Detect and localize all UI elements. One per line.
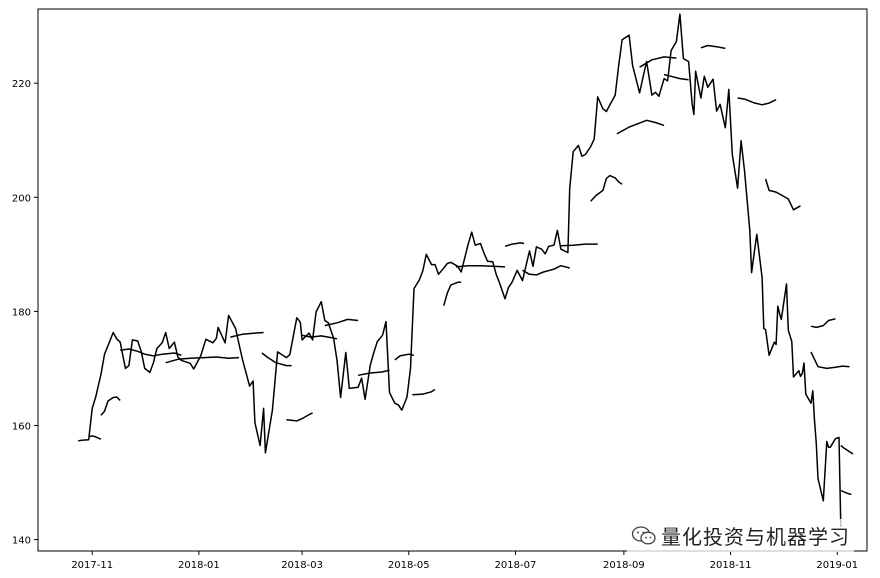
y-axis: 140 160 180 200 220 bbox=[12, 79, 38, 547]
x-tick-label: 2018-09 bbox=[603, 560, 645, 571]
chart-series-group bbox=[78, 13, 854, 528]
sub-segment-line bbox=[522, 264, 570, 276]
sub-segment-line bbox=[455, 264, 506, 268]
sub-segment-line bbox=[88, 435, 102, 440]
y-tick-label: 220 bbox=[12, 79, 31, 90]
sub-segment-line bbox=[810, 351, 850, 370]
sub-segment-line bbox=[412, 388, 436, 396]
watermark: 量化投资与机器学习 bbox=[627, 519, 854, 552]
wechat-icon bbox=[631, 525, 656, 544]
x-tick-label: 2018-07 bbox=[495, 560, 537, 571]
sub-segment-line bbox=[663, 73, 689, 81]
sub-segment-line bbox=[737, 97, 777, 106]
sub-segment-line bbox=[286, 412, 313, 422]
sub-segment-line bbox=[301, 334, 338, 340]
x-tick-label: 2017-11 bbox=[71, 560, 113, 571]
sub-segment-line bbox=[590, 174, 623, 202]
sub-segment-line bbox=[100, 396, 121, 416]
sub-segment-line bbox=[616, 119, 665, 135]
y-tick-label: 200 bbox=[12, 193, 31, 204]
watermark-text: 量化投资与机器学习 bbox=[661, 525, 850, 549]
sub-segment-line bbox=[261, 352, 292, 367]
sub-segment-line bbox=[639, 56, 677, 68]
x-tick-label: 2018-03 bbox=[281, 560, 323, 571]
y-tick-label: 140 bbox=[12, 536, 31, 547]
y-tick-label: 160 bbox=[12, 421, 31, 432]
sub-segment-line bbox=[165, 356, 240, 364]
plot-frame bbox=[37, 8, 868, 552]
main-price-line bbox=[78, 13, 842, 528]
x-tick-label: 2018-05 bbox=[388, 560, 430, 571]
sub-segment-line bbox=[504, 242, 525, 248]
sub-segment-line bbox=[560, 243, 598, 247]
sub-segment-line bbox=[840, 489, 852, 496]
sub-segment-line bbox=[764, 178, 801, 211]
sub-segment-line bbox=[120, 348, 182, 357]
sub-segment-line bbox=[700, 44, 726, 50]
sub-segment-line bbox=[443, 281, 462, 306]
sub-segment-line bbox=[810, 318, 836, 329]
sub-segment-line bbox=[394, 353, 415, 361]
sub-segment-line bbox=[840, 444, 854, 455]
x-tick-label: 2019-01 bbox=[816, 560, 858, 571]
sub-segment-line bbox=[324, 318, 359, 327]
x-tick-label: 2018-01 bbox=[178, 560, 220, 571]
x-tick-label: 2018-11 bbox=[710, 560, 752, 571]
y-tick-label: 180 bbox=[12, 307, 31, 318]
sub-segment-line bbox=[357, 369, 390, 377]
sub-segment-line bbox=[230, 331, 264, 338]
x-axis: 2017-11 2018-01 2018-03 2018-05 2018-07 2018-… bbox=[71, 551, 858, 571]
